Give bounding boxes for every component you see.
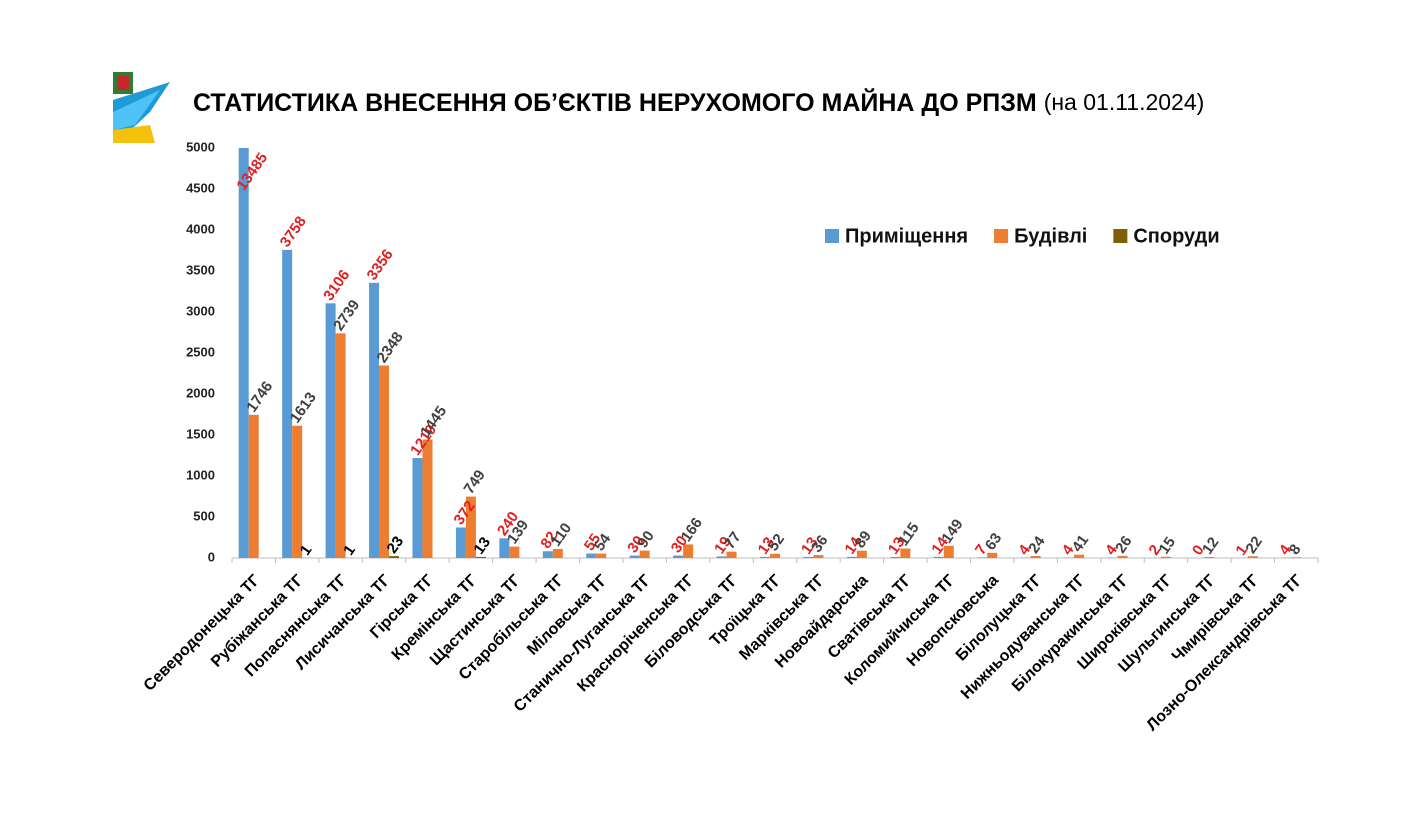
bar: [890, 556, 901, 558]
bar: [673, 555, 684, 558]
bar: [412, 458, 423, 558]
y-tick-label: 0: [208, 549, 215, 564]
bar: [586, 553, 597, 558]
legend-swatch: [825, 229, 839, 243]
bar: [1117, 555, 1128, 558]
bar: [422, 439, 433, 558]
bar: [683, 544, 694, 558]
data-label: 1445: [417, 403, 450, 440]
data-label: 13: [755, 534, 778, 557]
data-label: 23: [384, 533, 407, 556]
bar: [846, 556, 857, 558]
subtitle: (на 01.11.2024): [1044, 89, 1205, 115]
y-tick-label: 500: [193, 508, 215, 523]
bar: [238, 148, 249, 558]
bar: [475, 556, 486, 558]
bar: [1291, 557, 1302, 558]
bar: [1204, 557, 1215, 558]
bar: [977, 557, 988, 558]
bar: [552, 548, 563, 558]
bar: [455, 527, 466, 558]
bar: [379, 365, 390, 558]
data-label: 15: [1156, 534, 1179, 557]
bar: [856, 550, 867, 558]
legend-swatch: [994, 229, 1009, 243]
data-label: 41: [1069, 532, 1092, 555]
data-label: 90: [634, 528, 657, 551]
y-tick-label: 1000: [186, 467, 215, 482]
y-tick-label: 2500: [186, 344, 215, 359]
bar: [770, 553, 780, 558]
legend-swatch: [1113, 229, 1128, 243]
legend-label: Будівлі: [1014, 225, 1087, 247]
data-label: 30: [668, 533, 691, 556]
bar: [933, 556, 944, 558]
logo: [113, 72, 170, 143]
bar: [1074, 554, 1085, 558]
bar: [813, 555, 824, 558]
x-tick-label: Лозно-Олександрівська ТГ: [1144, 572, 1307, 735]
data-label: 2739: [330, 297, 363, 334]
y-tick-label: 2000: [186, 385, 215, 400]
bar: [465, 496, 476, 558]
data-label: 12: [1199, 534, 1222, 557]
bar: [292, 425, 303, 558]
bar: [369, 282, 380, 558]
bar: [803, 556, 814, 558]
bar: [726, 551, 737, 558]
bar: [499, 538, 510, 558]
bar: [596, 553, 607, 558]
bar: [325, 303, 336, 558]
bar: [389, 556, 400, 558]
legend: Приміщення Будівлі Споруди: [825, 225, 1220, 247]
data-label: 749: [461, 467, 489, 497]
bar: [900, 548, 911, 558]
bar: [629, 555, 640, 558]
data-label: 13: [798, 534, 821, 557]
title: СТАТИСТИКА ВНЕСЕННЯ ОБ’ЄКТІВ НЕРУХОМОГО …: [193, 87, 1037, 117]
data-label: 19: [711, 534, 734, 557]
y-tick-label: 5000: [186, 139, 215, 154]
data-label: 77: [721, 529, 744, 552]
bars: [238, 148, 1302, 558]
data-label: 3356: [364, 246, 397, 283]
bar: [1160, 556, 1171, 558]
bar: [282, 249, 293, 558]
data-label: 52: [765, 531, 788, 554]
bar: [716, 556, 727, 558]
bar: [248, 414, 259, 558]
bar: [639, 550, 650, 558]
bar: [1030, 556, 1041, 558]
y-tick-label: 4500: [186, 180, 215, 195]
data-label: 55: [581, 531, 604, 554]
bar: [542, 551, 553, 558]
bar: [943, 545, 954, 558]
data-label: 13: [471, 534, 494, 557]
y-tick-label: 4000: [186, 221, 215, 236]
legend-label: Споруди: [1133, 225, 1219, 247]
y-tick-label: 3500: [186, 262, 215, 277]
data-label: 36: [808, 532, 831, 555]
data-label: 22: [1242, 533, 1265, 556]
data-label: 3758: [277, 213, 310, 250]
data-label: 63: [982, 530, 1005, 553]
bar: [509, 546, 520, 558]
legend-label: Приміщення: [845, 225, 968, 247]
chart-title: СТАТИСТИКА ВНЕСЕННЯ ОБ’ЄКТІВ НЕРУХОМОГО …: [193, 87, 1204, 117]
data-label: 30: [624, 533, 647, 556]
data-label: 26: [1112, 533, 1135, 556]
data-label: 89: [851, 528, 874, 551]
bar: [760, 556, 770, 558]
y-tick-label: 1500: [186, 426, 215, 441]
y-tick-label: 3000: [186, 303, 215, 318]
data-label: 13: [885, 534, 908, 557]
bar: [987, 552, 998, 558]
bar: [1247, 556, 1258, 558]
data-label: 82: [537, 528, 560, 551]
bar: [335, 333, 346, 558]
